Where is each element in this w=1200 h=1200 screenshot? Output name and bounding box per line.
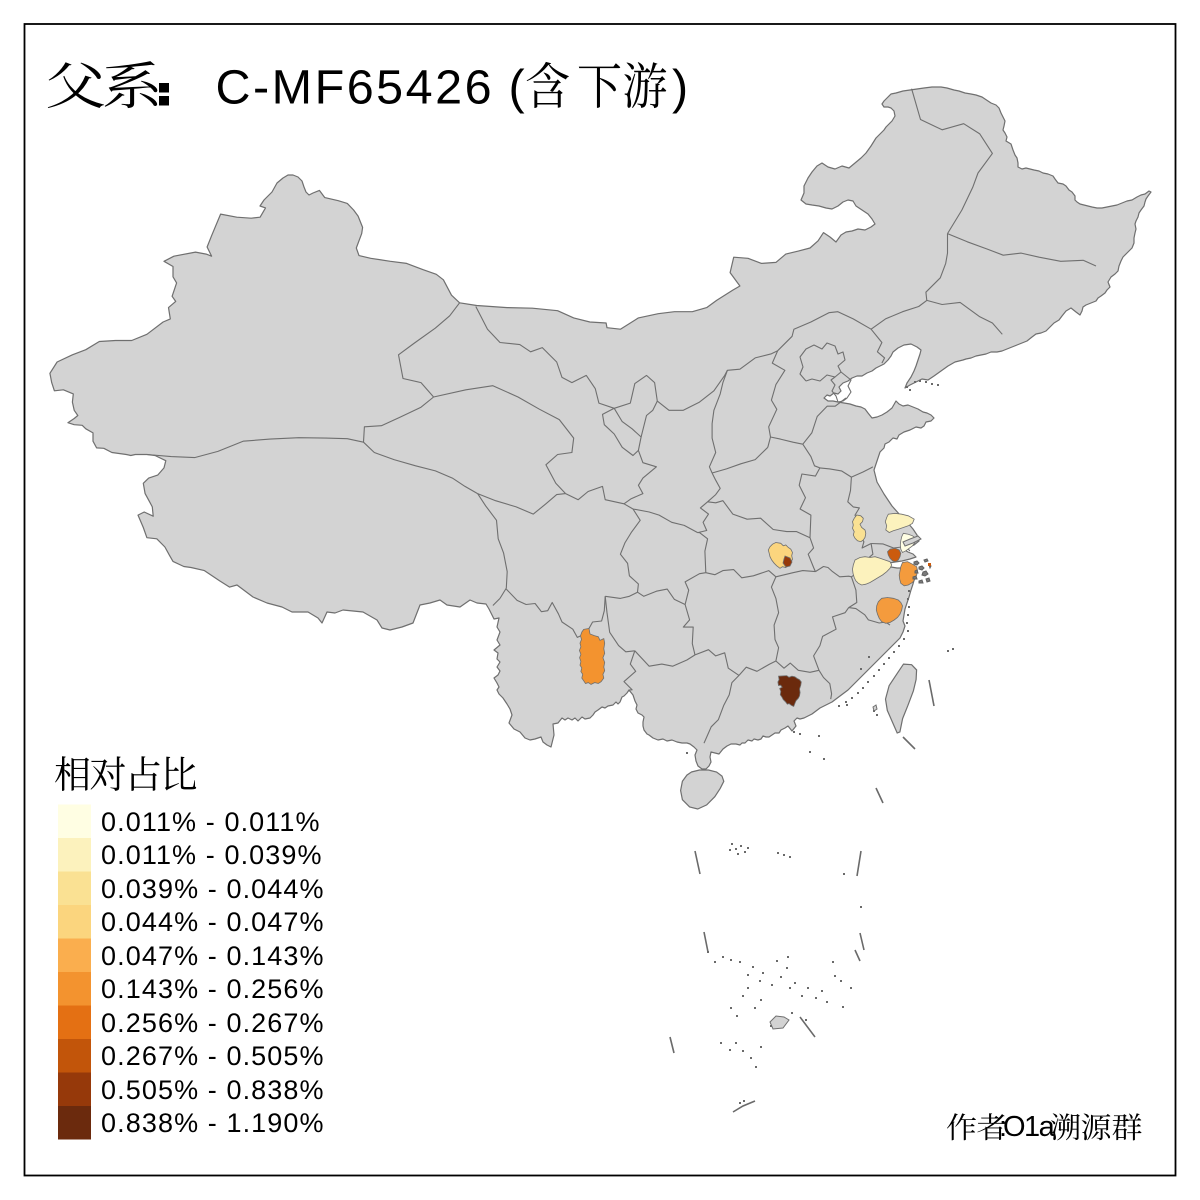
svg-text:0.011% - 0.011%: 0.011% - 0.011% (101, 807, 321, 837)
svg-text:0.267% - 0.505%: 0.267% - 0.505% (101, 1041, 325, 1071)
svg-text:0.044% - 0.047%: 0.044% - 0.047% (101, 907, 325, 937)
svg-text:0.505% - 0.838%: 0.505% - 0.838% (101, 1075, 325, 1105)
svg-text:(: ( (509, 61, 525, 115)
svg-text::: : (999, 1111, 1007, 1143)
svg-text:0.047% - 0.143%: 0.047% - 0.143% (101, 941, 325, 971)
svg-text:0.143% - 0.256%: 0.143% - 0.256% (101, 974, 325, 1004)
svg-text:0.256% - 0.267%: 0.256% - 0.267% (101, 1008, 325, 1038)
svg-text:0.039% - 0.044%: 0.039% - 0.044% (101, 874, 325, 904)
svg-text:0.838% - 1.190%: 0.838% - 1.190% (101, 1108, 325, 1138)
svg-text:0.011% - 0.039%: 0.011% - 0.039% (101, 840, 323, 870)
svg-text:C-MF65426: C-MF65426 (216, 61, 495, 115)
svg-text:O1a: O1a (1003, 1111, 1056, 1143)
svg-text:): ) (672, 61, 688, 115)
